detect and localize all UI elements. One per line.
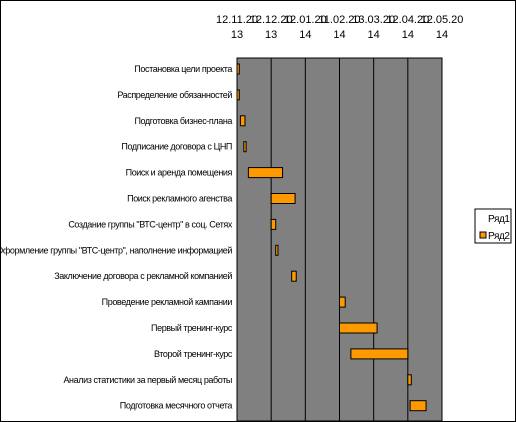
plot-border [236, 57, 443, 421]
category-label: Постановка цели проекта [134, 64, 232, 74]
legend-entry-2: Ряд2 [488, 231, 510, 242]
category-label: Оформление группы "ВТС-центр", наполнени… [1, 245, 232, 255]
gantt-bar [236, 89, 240, 101]
category-label: Второй тренинг-курс [154, 349, 233, 359]
gantt-bar [339, 322, 378, 334]
gantt-bar [236, 63, 240, 75]
category-label: Проведение рекламной кампании [102, 297, 233, 307]
gantt-bar [339, 296, 346, 308]
gantt-bar [409, 400, 427, 412]
category-label: Подготовка месячного отчета [120, 401, 233, 411]
x-axis-tick-labels: 12.11.20 13 12.12.20 13 12.01.20 14 11.02.20 14… [216, 14, 463, 41]
legend-entry-1: Ряд1 [488, 214, 510, 225]
x-tick-label: 12.12.20 [250, 14, 293, 26]
gantt-bar [239, 115, 246, 127]
category-label: Первый тренинг-курс [151, 323, 233, 333]
bars [236, 63, 427, 412]
x-tick-label-year: 14 [402, 29, 414, 41]
category-label: Распределение обязанностей [117, 90, 232, 100]
x-tick-label-year: 14 [299, 29, 311, 41]
gantt-bar [270, 218, 277, 230]
x-tick-label: 12.11.20 [216, 14, 258, 26]
x-tick-label-year: 14 [333, 29, 345, 41]
category-label: Подписание договора с ЦНП [121, 142, 232, 152]
gantt-bar [350, 348, 409, 360]
y-axis-category-labels: Постановка цели проекта Распределение обя… [1, 64, 233, 411]
x-tick-label: 12.01.20 [284, 14, 327, 26]
gridlines [236, 57, 443, 421]
gantt-bar [407, 374, 412, 386]
x-tick-label-year: 13 [265, 29, 277, 41]
legend: Ряд1 Ряд2 [474, 208, 512, 244]
category-label: Поиск и аренда помещения [126, 168, 233, 178]
category-label: Подготовка бизнес-плана [134, 116, 232, 126]
gantt-bar [247, 167, 284, 179]
category-label: Заключение договора с рекламной компание… [54, 271, 232, 281]
category-label: Поиск рекламного агенства [127, 194, 232, 204]
x-tick-label: 11.02.20 [318, 14, 360, 26]
x-tick-label: 13.03.20 [352, 14, 395, 26]
category-label: Анализ статистики за первый месяц работы [63, 375, 232, 385]
gantt-bar [270, 193, 296, 204]
gantt-bar [291, 270, 297, 282]
x-tick-label: 12.04.20 [386, 14, 429, 26]
x-tick-label-year: 13 [231, 29, 243, 41]
legend-swatch-2 [479, 231, 487, 239]
x-tick-label: 12.05.20 [421, 14, 464, 26]
x-tick-label-year: 14 [368, 29, 380, 41]
category-label: Создание группы "ВТС-центр" в соц. Сетях [68, 219, 233, 229]
gantt-bar [243, 141, 247, 153]
gantt-bar [275, 244, 279, 256]
x-tick-label-year: 14 [436, 29, 448, 41]
